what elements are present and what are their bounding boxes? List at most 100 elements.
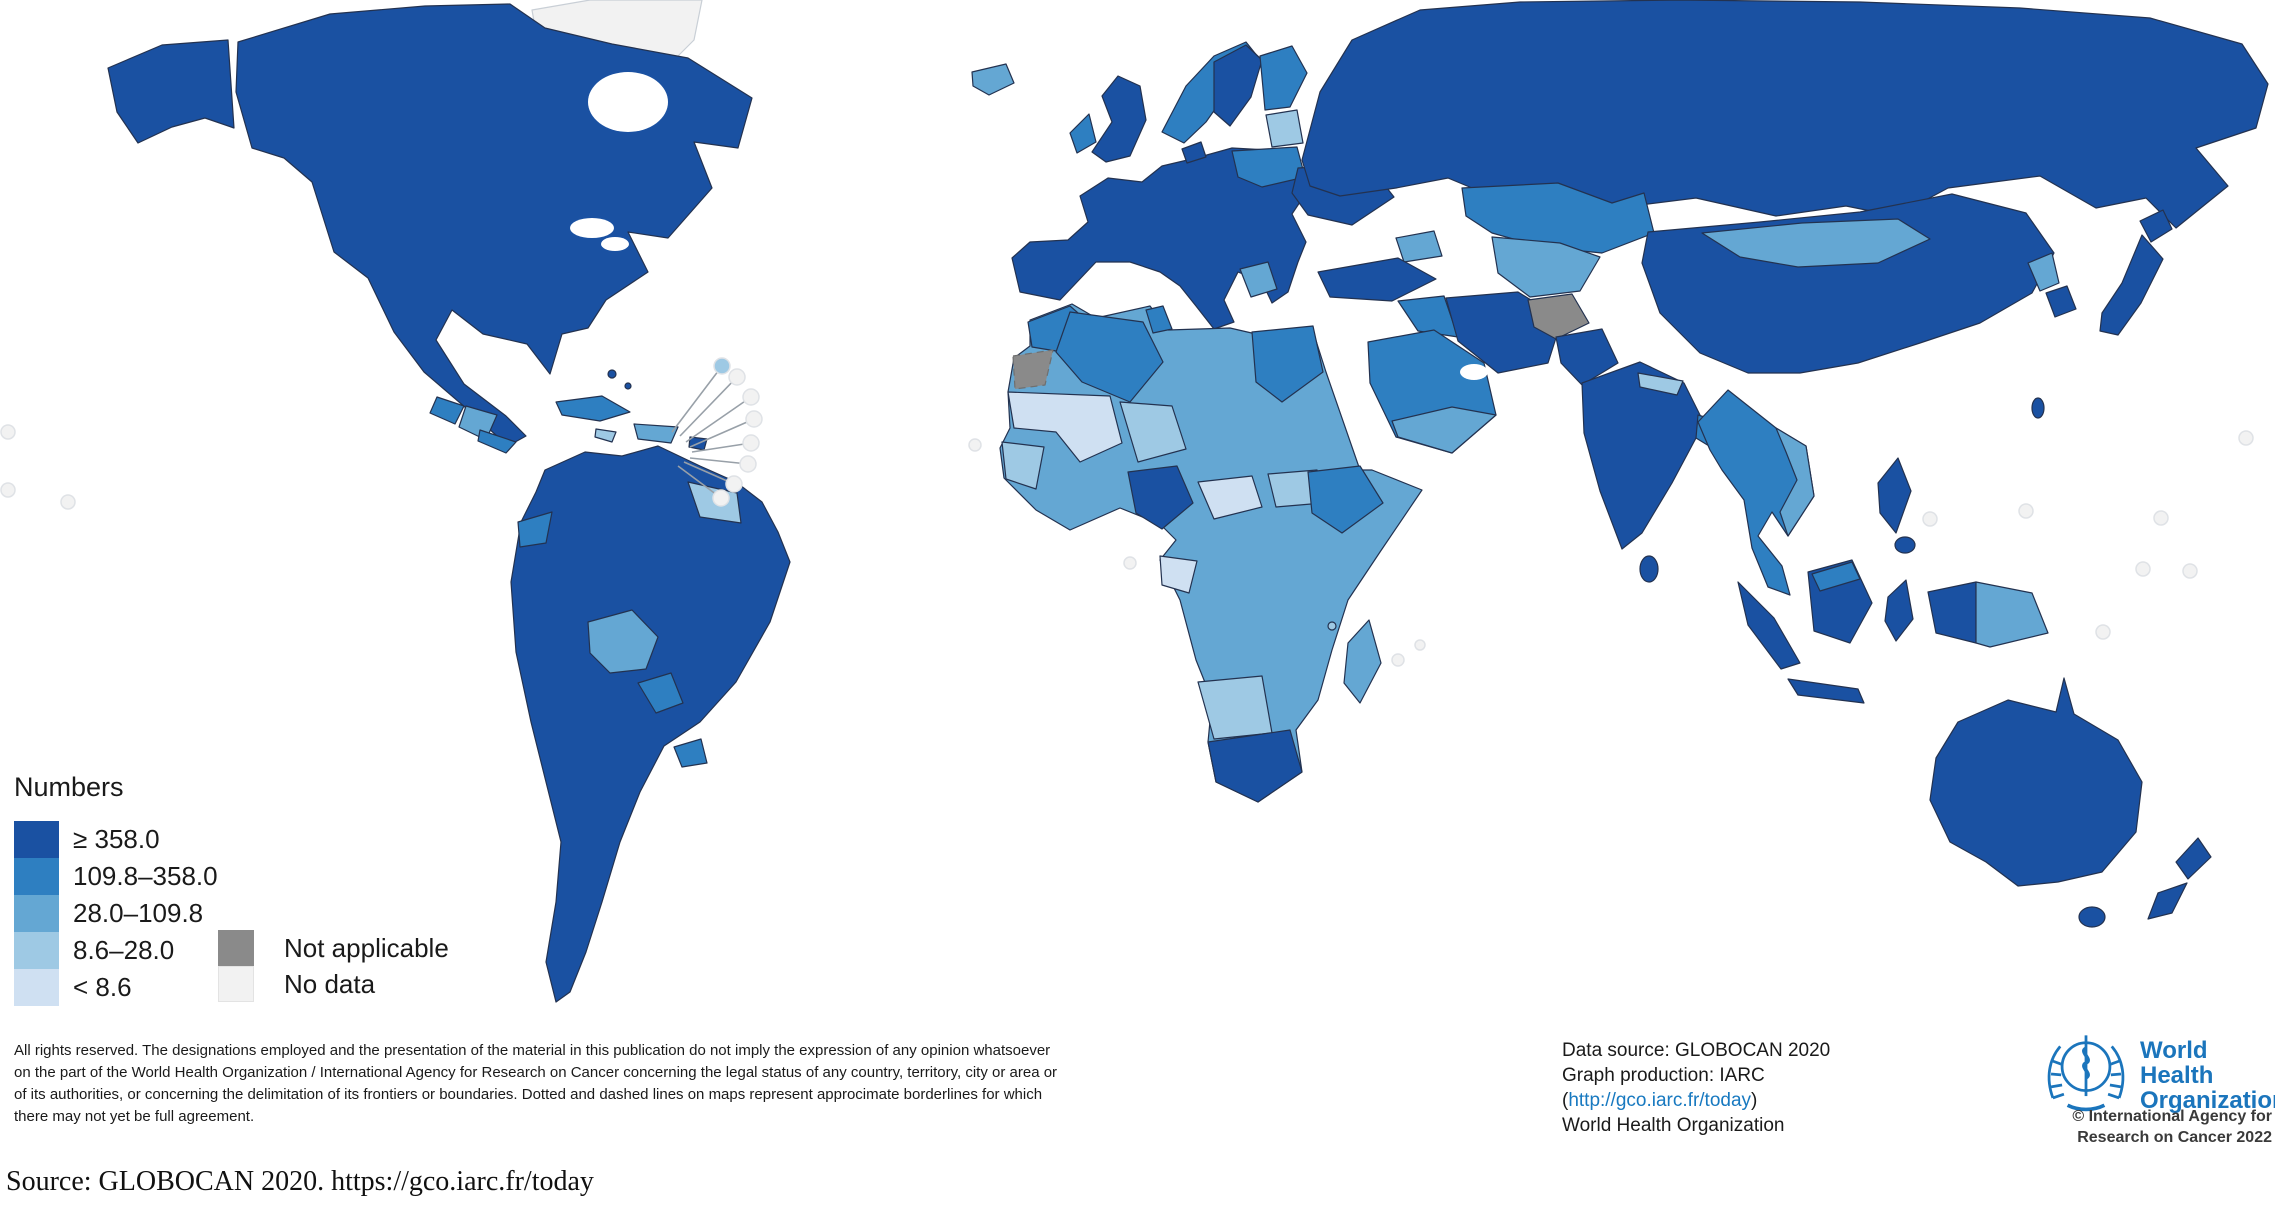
- disclaimer-line: on the part of the World Health Organiza…: [14, 1064, 1058, 1081]
- country-comoros: [1327, 621, 1337, 631]
- datasource-line1: Data source: GLOBOCAN 2020: [1562, 1040, 1831, 1061]
- caribbean-island-icon: [742, 388, 760, 406]
- country-paraguay: [637, 672, 684, 714]
- caribbean-island-icon: [745, 410, 763, 428]
- country-costa-rica-panama: [477, 429, 517, 454]
- disclaimer-line: of its authorities, or concerning the de…: [14, 1086, 1043, 1103]
- country-russia: [1301, 0, 2269, 229]
- datasource-block: Data source: GLOBOCAN 2020 Graph product…: [1562, 1038, 1830, 1138]
- legend-label: 109.8–358.0: [73, 861, 218, 891]
- legend-label: 8.6–28.0: [73, 935, 175, 965]
- who-name-line2: Organization: [2140, 1087, 2275, 1114]
- legend-swatch: [14, 858, 59, 895]
- legend-item: 109.8–358.0: [14, 858, 218, 895]
- source-citation: Source: GLOBOCAN 2020. https://gco.iarc.…: [6, 1166, 594, 1197]
- country-alaska: [107, 39, 235, 144]
- country-turkey: [1317, 257, 1437, 302]
- legend-swatch: [14, 969, 59, 1006]
- gco-today-link[interactable]: http://gco.iarc.fr/today: [1568, 1090, 1752, 1111]
- country-tunisia: [1145, 305, 1173, 334]
- country-papua-new-guinea: [1975, 581, 2049, 648]
- country-hispaniola: [633, 423, 679, 444]
- country-sweden: [1213, 44, 1263, 127]
- who-name-line1: World Health: [2140, 1037, 2214, 1089]
- country-cuba: [555, 395, 631, 422]
- country-mongolia: [1701, 218, 1931, 268]
- country-europe-main: [1011, 147, 1309, 330]
- country-south-america: [510, 445, 791, 1003]
- country-japan-hokkaido: [2139, 209, 2173, 243]
- caribbean-island-icon: [728, 368, 746, 386]
- link-paren: ): [1751, 1090, 1758, 1111]
- country-madagascar: [1343, 619, 1382, 704]
- country-yemen-oman: [1391, 406, 1497, 454]
- disclaimer-line: All rights reserved. The designations em…: [14, 1042, 1051, 1059]
- country-north-korea: [2027, 252, 2060, 292]
- legend-label: Not applicable: [284, 932, 449, 963]
- country-south-korea: [2045, 285, 2077, 318]
- country-ecuador: [517, 511, 553, 548]
- black-sea: [1312, 229, 1404, 263]
- disclaimer-text: All rights reserved. The designations em…: [14, 1040, 1057, 1128]
- country-finland: [1259, 45, 1308, 111]
- legend-item: 28.0–109.8: [14, 895, 218, 932]
- great-lakes: [570, 218, 614, 238]
- country-afghanistan: [1527, 293, 1590, 340]
- country-central-asia: [1491, 236, 1601, 298]
- disclaimer-line: there may not yet be full agreement.: [14, 1108, 255, 1125]
- country-gabon: [1159, 555, 1198, 594]
- legend-swatch: [14, 932, 59, 969]
- country-philippines: [1877, 457, 1912, 534]
- country-malaysia-borneo: [1811, 561, 1861, 592]
- legend-label: ≥ 358.0: [73, 824, 160, 854]
- country-java: [1787, 678, 1865, 704]
- country-sulawesi: [1884, 579, 1914, 642]
- caribbean-island-icon: [742, 434, 760, 452]
- country-bahamas: [624, 382, 632, 390]
- legend-label: < 8.6: [73, 972, 132, 1002]
- legend-swatch: [218, 966, 254, 1002]
- caribbean-island-icon: [725, 475, 743, 493]
- country-south-africa: [1207, 729, 1303, 803]
- legend-swatch: [218, 930, 254, 966]
- legend-item: Not applicable: [218, 930, 449, 966]
- map-legend: Numbers ≥ 358.0 109.8–358.0 28.0–109.8 8…: [14, 772, 218, 1006]
- legend-item: 8.6–28.0: [14, 932, 218, 969]
- country-iceland: [971, 63, 1015, 96]
- country-uruguay: [673, 738, 708, 768]
- country-bolivia: [587, 609, 659, 674]
- country-central-african-republic: [1197, 475, 1263, 520]
- country-ireland: [1069, 113, 1097, 154]
- world-map-svg: [0, 0, 2269, 1003]
- legend-item: No data: [218, 966, 449, 1002]
- who-name: World Health Organization: [2140, 1038, 2275, 1113]
- country-balkans: [1239, 261, 1278, 298]
- datasource-line2: Graph production: IARC: [1562, 1065, 1765, 1086]
- caribbean-island-icon: [712, 489, 730, 507]
- country-vietnam: [1775, 427, 1815, 537]
- legend-title: Numbers: [14, 772, 124, 802]
- country-guatemala: [429, 396, 465, 425]
- country-poland-belarus: [1231, 146, 1306, 188]
- caribbean-leader-lines: [671, 357, 763, 507]
- country-sri-lanka: [1639, 555, 1659, 583]
- country-australia: [1929, 677, 2143, 887]
- great-lakes-2: [601, 237, 629, 251]
- country-algeria: [1055, 311, 1164, 403]
- country-bahamas: [607, 369, 617, 379]
- country-north-america: [235, 3, 753, 447]
- country-senegal-guinea: [1001, 441, 1045, 490]
- world-choropleth-map: [0, 0, 2269, 1003]
- country-new-zealand-north: [2175, 837, 2212, 880]
- country-pakistan: [1555, 328, 1619, 386]
- persian-gulf: [1460, 364, 1488, 380]
- country-nigeria: [1127, 465, 1194, 530]
- country-tasmania: [2078, 906, 2106, 928]
- country-nepal: [1637, 372, 1684, 396]
- legend-item: ≥ 358.0: [14, 821, 218, 858]
- country-caucasus: [1395, 230, 1443, 263]
- map-legend-special: Not applicable No data: [218, 930, 449, 1002]
- country-united-kingdom: [1091, 75, 1147, 163]
- country-western-sahara: [1012, 349, 1054, 390]
- country-taiwan: [2031, 397, 2045, 419]
